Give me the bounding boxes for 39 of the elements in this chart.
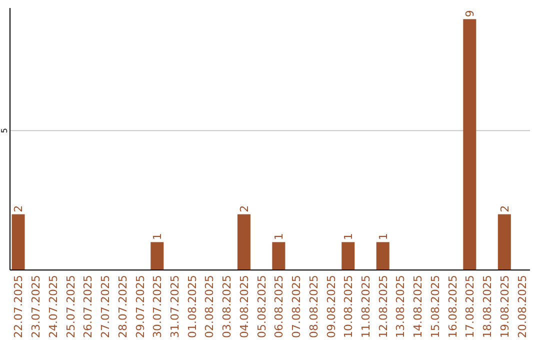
x-tick-label: 13.08.2025 (394, 275, 408, 338)
x-tick-label: 08.08.2025 (307, 275, 320, 338)
x-tick-label: 12.08.2025 (376, 275, 390, 338)
data-label: 1 (376, 233, 390, 240)
x-tick-label: 25.07.2025 (64, 275, 78, 338)
x-tick-label: 28.07.2025 (116, 275, 130, 338)
data-label: 2 (498, 205, 512, 212)
data-label: 2 (12, 205, 26, 212)
data-label: 9 (464, 10, 477, 18)
x-tick-label: 19.08.2025 (498, 275, 512, 338)
data-label: 1 (342, 233, 356, 240)
x-tick-label: 29.07.2025 (134, 275, 147, 338)
x-tick-label: 06.08.2025 (272, 275, 286, 338)
x-tick-label: 20.08.2025 (516, 275, 529, 338)
x-tick-label: 30.07.2025 (151, 275, 164, 338)
x-tick-label: 31.07.2025 (168, 275, 182, 338)
x-tick-label: 03.08.2025 (220, 275, 234, 338)
x-tick-label: 26.07.2025 (82, 275, 95, 338)
x-tick-label: 15.08.2025 (428, 275, 442, 338)
x-tick-label: 09.08.2025 (324, 275, 338, 338)
x-tick-label: 18.08.2025 (481, 275, 494, 338)
x-tick-label: 05.08.2025 (255, 275, 268, 338)
x-tick-label: 24.07.2025 (46, 275, 60, 338)
x-tick-label: 27.07.2025 (99, 275, 112, 338)
data-label: 1 (272, 233, 286, 240)
x-tick-label: 22.07.2025 (12, 275, 26, 338)
x-tick-label: 04.08.2025 (238, 275, 251, 338)
x-tick-label: 01.08.2025 (186, 275, 199, 338)
x-tick-label: 10.08.2025 (342, 275, 356, 338)
y-tick-label: 5 (0, 128, 9, 134)
data-label: 2 (238, 205, 251, 212)
x-tick-label: 23.07.2025 (30, 275, 43, 338)
data-label: 1 (151, 233, 164, 240)
x-tick-label: 17.08.2025 (464, 275, 477, 338)
x-tick-label: 11.08.2025 (359, 275, 372, 338)
x-tick-label: 14.08.2025 (412, 275, 425, 338)
x-tick-label: 02.08.2025 (203, 275, 216, 338)
x-tick-label: 07.08.2025 (290, 275, 304, 338)
x-tick-label: 16.08.2025 (446, 275, 460, 338)
